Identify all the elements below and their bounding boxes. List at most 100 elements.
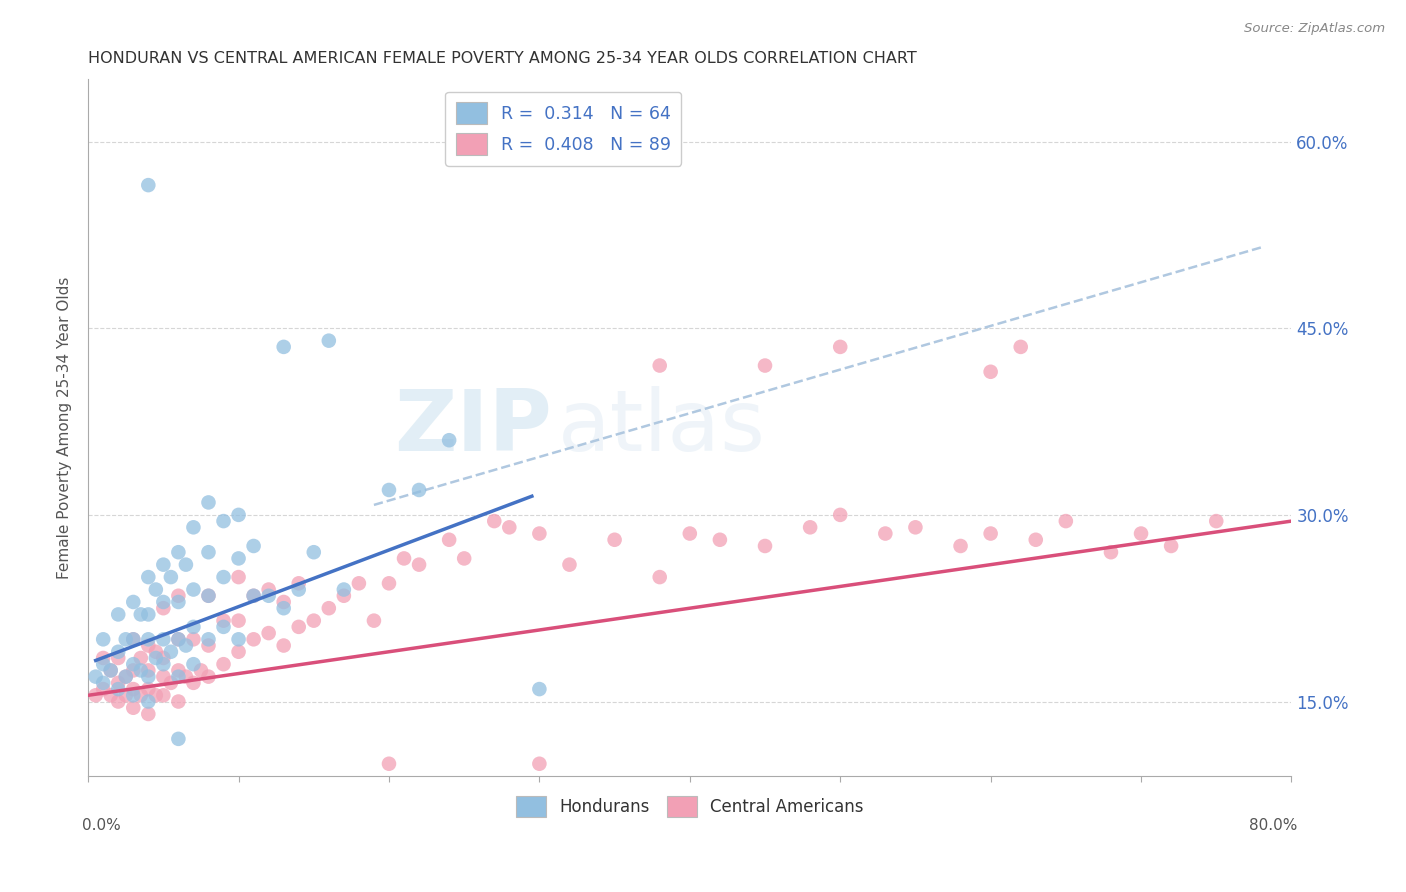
Point [197,545,219,559]
Point [228,570,250,584]
Point [875,526,897,541]
Point [136,694,159,708]
Text: HONDURAN VS CENTRAL AMERICAN FEMALE POVERTY AMONG 25-34 YEAR OLDS CORRELATION CH: HONDURAN VS CENTRAL AMERICAN FEMALE POVE… [89,51,917,66]
Point [122,595,145,609]
Point [197,495,219,509]
Point [318,601,340,615]
Point [167,632,190,647]
Point [228,632,250,647]
Point [183,676,205,690]
Point [273,340,295,354]
Point [287,576,309,591]
Point [799,520,821,534]
Point [100,664,122,678]
Text: Source: ZipAtlas.com: Source: ZipAtlas.com [1244,22,1385,36]
Point [122,632,145,647]
Point [122,632,145,647]
Point [107,676,129,690]
Point [91,657,114,672]
Point [167,731,190,746]
Point [302,545,325,559]
Point [1205,514,1227,528]
Point [529,682,551,697]
Point [122,664,145,678]
Point [152,688,174,702]
Point [273,601,295,615]
Point [197,632,219,647]
Point [212,620,235,634]
Point [1130,526,1153,541]
Point [242,589,264,603]
Point [114,632,136,647]
Point [107,694,129,708]
Point [107,645,129,659]
Point [197,639,219,653]
Point [648,359,671,373]
Point [136,570,159,584]
Point [212,657,235,672]
Point [1025,533,1047,547]
Point [212,570,235,584]
Point [408,483,430,497]
Point [980,526,1002,541]
Point [392,551,415,566]
Point [174,639,197,653]
Point [242,539,264,553]
Point [107,607,129,622]
Point [190,664,212,678]
Point [174,670,197,684]
Point [136,639,159,653]
Point [107,682,129,697]
Point [197,670,219,684]
Point [273,639,295,653]
Point [1054,514,1077,528]
Point [287,620,309,634]
Point [257,582,280,597]
Point [529,756,551,771]
Point [709,533,731,547]
Point [197,589,219,603]
Point [145,651,167,665]
Point [160,676,183,690]
Point [980,365,1002,379]
Point [152,657,174,672]
Y-axis label: Female Poverty Among 25-34 Year Olds: Female Poverty Among 25-34 Year Olds [58,277,72,579]
Point [100,664,122,678]
Point [136,632,159,647]
Point [287,582,309,597]
Point [257,626,280,640]
Point [754,359,776,373]
Point [228,508,250,522]
Point [84,688,107,702]
Point [679,526,702,541]
Point [167,589,190,603]
Point [152,651,174,665]
Point [152,632,174,647]
Point [91,651,114,665]
Point [212,514,235,528]
Point [145,645,167,659]
Point [437,434,460,448]
Point [378,756,401,771]
Point [333,589,356,603]
Point [242,632,264,647]
Point [152,595,174,609]
Point [318,334,340,348]
Point [197,589,219,603]
Point [167,670,190,684]
Point [167,694,190,708]
Point [114,688,136,702]
Point [152,670,174,684]
Point [136,607,159,622]
Point [167,595,190,609]
Point [183,657,205,672]
Point [129,607,152,622]
Point [363,614,385,628]
Point [174,558,197,572]
Point [136,178,159,193]
Point [558,558,581,572]
Point [183,520,205,534]
Point [91,682,114,697]
Point [1010,340,1032,354]
Point [145,582,167,597]
